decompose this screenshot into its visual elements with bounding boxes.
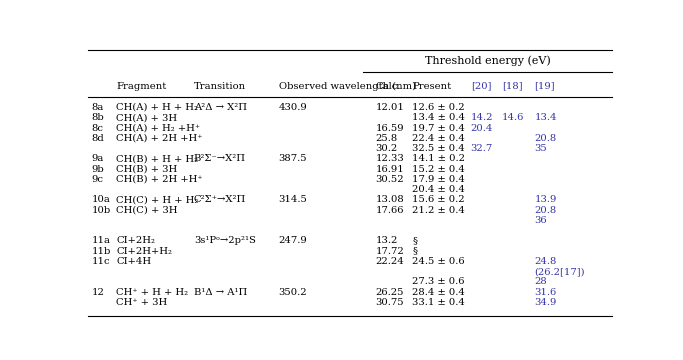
Text: 34.9: 34.9 (534, 298, 557, 307)
Text: CH⁺ + 3H: CH⁺ + 3H (116, 298, 167, 307)
Text: CH(B) + 2H +H⁺: CH(B) + 2H +H⁺ (116, 175, 203, 184)
Text: Fragment: Fragment (116, 82, 167, 91)
Text: B²Σ⁻→X²Π: B²Σ⁻→X²Π (194, 154, 246, 163)
Text: 15.6 ± 0.2: 15.6 ± 0.2 (413, 195, 465, 204)
Text: CH(A) + 3H: CH(A) + 3H (116, 113, 177, 122)
Text: §: § (413, 247, 417, 256)
Text: §: § (413, 237, 417, 246)
Text: 11a: 11a (92, 237, 111, 246)
Text: 17.9 ± 0.4: 17.9 ± 0.4 (413, 175, 465, 184)
Text: 11b: 11b (92, 247, 111, 256)
Text: 30.2: 30.2 (376, 144, 398, 153)
Text: 387.5: 387.5 (279, 154, 307, 163)
Text: 26.25: 26.25 (376, 288, 404, 297)
Text: 33.1 ± 0.4: 33.1 ± 0.4 (413, 298, 465, 307)
Text: CH(A) + H + H₂: CH(A) + H + H₂ (116, 103, 198, 112)
Text: 30.52: 30.52 (376, 175, 404, 184)
Text: 430.9: 430.9 (279, 103, 307, 112)
Text: 8d: 8d (92, 134, 104, 143)
Text: 15.2 ± 0.4: 15.2 ± 0.4 (413, 165, 465, 174)
Text: 20.4: 20.4 (471, 123, 493, 132)
Text: 14.1 ± 0.2: 14.1 ± 0.2 (413, 154, 466, 163)
Text: 16.91: 16.91 (376, 165, 404, 174)
Text: 12.33: 12.33 (376, 154, 404, 163)
Text: 28: 28 (534, 277, 547, 286)
Text: CH(C) + 3H: CH(C) + 3H (116, 206, 178, 215)
Text: 21.2 ± 0.4: 21.2 ± 0.4 (413, 206, 465, 215)
Text: 13.4 ± 0.4: 13.4 ± 0.4 (413, 113, 466, 122)
Text: 12.6 ± 0.2: 12.6 ± 0.2 (413, 103, 465, 112)
Text: Transition: Transition (194, 82, 246, 91)
Text: CI+2H+H₂: CI+2H+H₂ (116, 247, 172, 256)
Text: 14.2: 14.2 (471, 113, 493, 122)
Text: 14.6: 14.6 (502, 113, 525, 122)
Text: 10a: 10a (92, 195, 111, 204)
Text: 22.24: 22.24 (376, 257, 404, 266)
Text: 16.59: 16.59 (376, 123, 404, 132)
Text: CH(A) + H₂ +H⁺: CH(A) + H₂ +H⁺ (116, 123, 200, 132)
Text: 13.2: 13.2 (376, 237, 398, 246)
Text: 11c: 11c (92, 257, 111, 266)
Text: (26.2[17]): (26.2[17]) (534, 267, 585, 276)
Text: CH⁺ + H + H₂: CH⁺ + H + H₂ (116, 288, 189, 297)
Text: 12.01: 12.01 (376, 103, 404, 112)
Text: 10b: 10b (92, 206, 111, 215)
Text: [18]: [18] (502, 82, 522, 91)
Text: 25.8: 25.8 (376, 134, 398, 143)
Text: 350.2: 350.2 (279, 288, 307, 297)
Text: 12: 12 (92, 288, 104, 297)
Text: 17.72: 17.72 (376, 247, 404, 256)
Text: 9a: 9a (92, 154, 104, 163)
Text: CH(B) + H + H₂: CH(B) + H + H₂ (116, 154, 198, 163)
Text: CH(B) + 3H: CH(B) + 3H (116, 165, 178, 174)
Text: 20.4 ± 0.4: 20.4 ± 0.4 (413, 185, 465, 194)
Text: 8a: 8a (92, 103, 104, 112)
Text: 8c: 8c (92, 123, 104, 132)
Text: 30.75: 30.75 (376, 298, 404, 307)
Text: 24.5 ± 0.6: 24.5 ± 0.6 (413, 257, 465, 266)
Text: Threshold energy (eV): Threshold energy (eV) (425, 56, 550, 67)
Text: 27.3 ± 0.6: 27.3 ± 0.6 (413, 277, 465, 286)
Text: [19]: [19] (534, 82, 555, 91)
Text: Calc.: Calc. (376, 82, 401, 91)
Text: 32.7: 32.7 (471, 144, 493, 153)
Text: 13.9: 13.9 (534, 195, 557, 204)
Text: 35: 35 (534, 144, 547, 153)
Text: 3s¹Pᵒ→2p²¹S: 3s¹Pᵒ→2p²¹S (194, 237, 255, 246)
Text: C²Σ⁺→X²Π: C²Σ⁺→X²Π (194, 195, 246, 204)
Text: 13.08: 13.08 (376, 195, 404, 204)
Text: 22.4 ± 0.4: 22.4 ± 0.4 (413, 134, 465, 143)
Text: 247.9: 247.9 (279, 237, 307, 246)
Text: 9b: 9b (92, 165, 104, 174)
Text: 31.6: 31.6 (534, 288, 557, 297)
Text: 9c: 9c (92, 175, 104, 184)
Text: CH(C) + H + H₂: CH(C) + H + H₂ (116, 195, 199, 204)
Text: 24.8: 24.8 (534, 257, 557, 266)
Text: CI+2H₂: CI+2H₂ (116, 237, 155, 246)
Text: 314.5: 314.5 (279, 195, 307, 204)
Text: 36: 36 (534, 216, 547, 225)
Text: A²Δ → X²Π: A²Δ → X²Π (194, 103, 247, 112)
Text: 8b: 8b (92, 113, 104, 122)
Text: Observed wavelength (nm): Observed wavelength (nm) (279, 82, 416, 91)
Text: CI+4H: CI+4H (116, 257, 151, 266)
Text: 17.66: 17.66 (376, 206, 404, 215)
Text: [20]: [20] (471, 82, 491, 91)
Text: CH(A) + 2H +H⁺: CH(A) + 2H +H⁺ (116, 134, 203, 143)
Text: B¹Δ → A¹Π: B¹Δ → A¹Π (194, 288, 247, 297)
Text: 32.5 ± 0.4: 32.5 ± 0.4 (413, 144, 465, 153)
Text: 28.4 ± 0.4: 28.4 ± 0.4 (413, 288, 465, 297)
Text: 19.7 ± 0.4: 19.7 ± 0.4 (413, 123, 465, 132)
Text: 20.8: 20.8 (534, 134, 557, 143)
Text: Present: Present (413, 82, 451, 91)
Text: 20.8: 20.8 (534, 206, 557, 215)
Text: 13.4: 13.4 (534, 113, 557, 122)
